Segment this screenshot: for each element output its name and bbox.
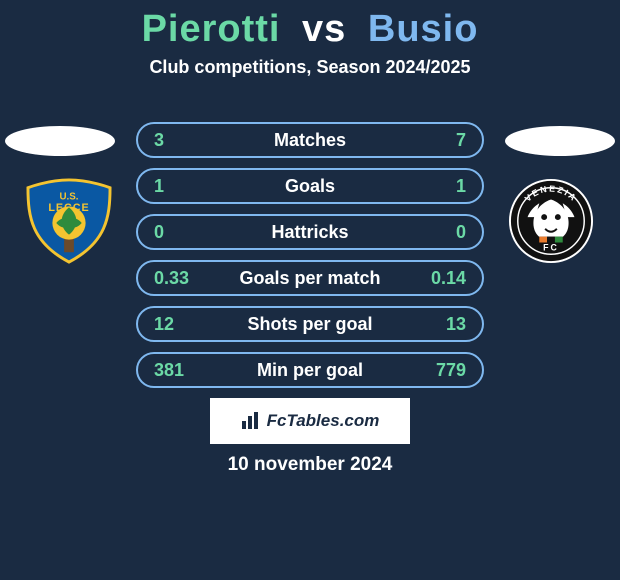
- svg-text:U.S.: U.S.: [60, 192, 79, 203]
- comparison-date: 10 november 2024: [0, 454, 620, 476]
- stat-label: Goals per match: [206, 268, 414, 289]
- player2-avatar-placeholder: [505, 126, 615, 156]
- stat-right-value: 1: [414, 176, 466, 197]
- stat-label: Min per goal: [206, 360, 414, 381]
- stat-label: Goals: [206, 176, 414, 197]
- stat-row: 0Hattricks0: [136, 214, 484, 250]
- stat-label: Matches: [206, 130, 414, 151]
- bar-chart-icon: [241, 412, 261, 430]
- stats-table: 3Matches7 1Goals1 0Hattricks0 0.33Goals per…: [136, 122, 484, 398]
- player1-club-logo: U.S. LECCE: [20, 178, 118, 264]
- stat-label: Shots per goal: [206, 314, 414, 335]
- stat-left-value: 0.33: [154, 268, 206, 289]
- stat-left-value: 3: [154, 130, 206, 151]
- stat-left-value: 381: [154, 360, 206, 381]
- stat-row: 1Goals1: [136, 168, 484, 204]
- branding-badge: FcTables.com: [210, 398, 410, 444]
- player1-avatar-placeholder: [5, 126, 115, 156]
- stat-row: 12Shots per goal13: [136, 306, 484, 342]
- branding-text: FcTables.com: [267, 411, 380, 431]
- svg-text:FC: FC: [543, 242, 559, 252]
- stat-right-value: 779: [414, 360, 466, 381]
- stat-row: 3Matches7: [136, 122, 484, 158]
- subtitle: Club competitions, Season 2024/2025: [0, 57, 620, 78]
- stat-right-value: 0.14: [414, 268, 466, 289]
- player2-name: Busio: [368, 8, 479, 50]
- stat-left-value: 0: [154, 222, 206, 243]
- stat-right-value: 7: [414, 130, 466, 151]
- player1-name: Pierotti: [142, 8, 281, 50]
- stat-left-value: 12: [154, 314, 206, 335]
- venezia-logo-icon: VENEZIA FC: [502, 178, 600, 264]
- vs-separator: vs: [302, 8, 346, 50]
- stat-label: Hattricks: [206, 222, 414, 243]
- player2-club-logo: VENEZIA FC: [502, 178, 600, 264]
- stat-row: 381Min per goal779: [136, 352, 484, 388]
- stat-left-value: 1: [154, 176, 206, 197]
- comparison-title: Pierotti vs Busio: [0, 0, 620, 51]
- lecce-logo-icon: U.S. LECCE: [20, 178, 118, 264]
- stat-right-value: 0: [414, 222, 466, 243]
- stat-row: 0.33Goals per match0.14: [136, 260, 484, 296]
- stat-right-value: 13: [414, 314, 466, 335]
